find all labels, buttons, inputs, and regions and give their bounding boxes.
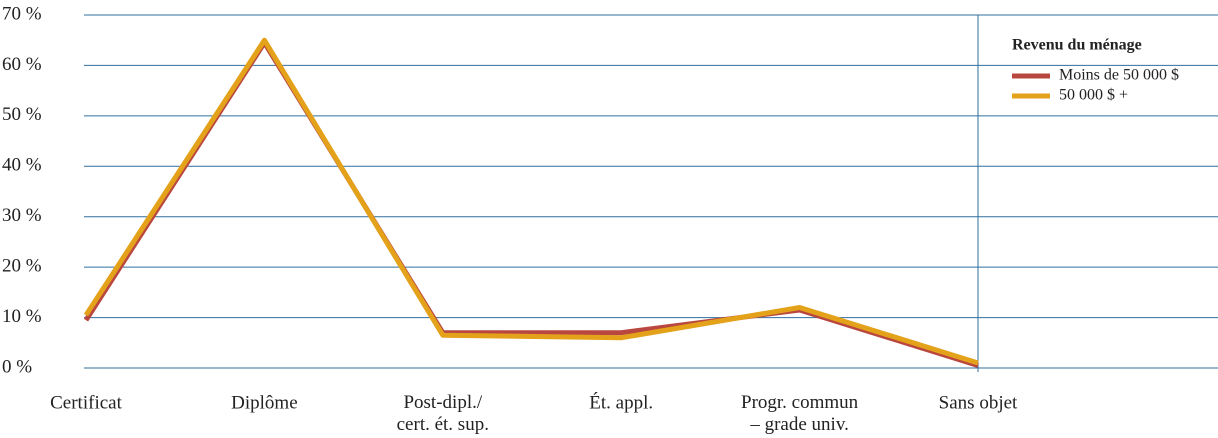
legend-label: 50 000 $ +: [1059, 87, 1128, 104]
y-tick-label: 60 %: [2, 54, 42, 75]
y-tick-label: 70 %: [2, 3, 42, 24]
y-tick-label: 10 %: [2, 306, 42, 327]
series-line: [83, 37, 979, 366]
series-line: [83, 40, 979, 368]
y-tick-label: 0 %: [2, 356, 32, 377]
x-tick-label: Sans objet: [939, 392, 1018, 413]
x-tick-label: Ét. appl.: [589, 391, 653, 413]
legend-title: Revenu du ménage: [1012, 37, 1142, 54]
y-tick-label: 40 %: [2, 155, 42, 176]
x-tick-label: Progr. commun – grade univ.: [741, 392, 859, 435]
y-tick-label: 50 %: [2, 104, 42, 125]
legend-label: Moins de 50 000 $: [1059, 67, 1179, 84]
y-tick-label: 20 %: [2, 256, 42, 277]
x-tick-label: Post-dipl./cert. ét. sup.: [397, 392, 489, 435]
x-tick-label: Certificat: [50, 392, 122, 413]
y-tick-label: 30 %: [2, 205, 42, 226]
x-tick-label: Diplôme: [231, 392, 298, 413]
